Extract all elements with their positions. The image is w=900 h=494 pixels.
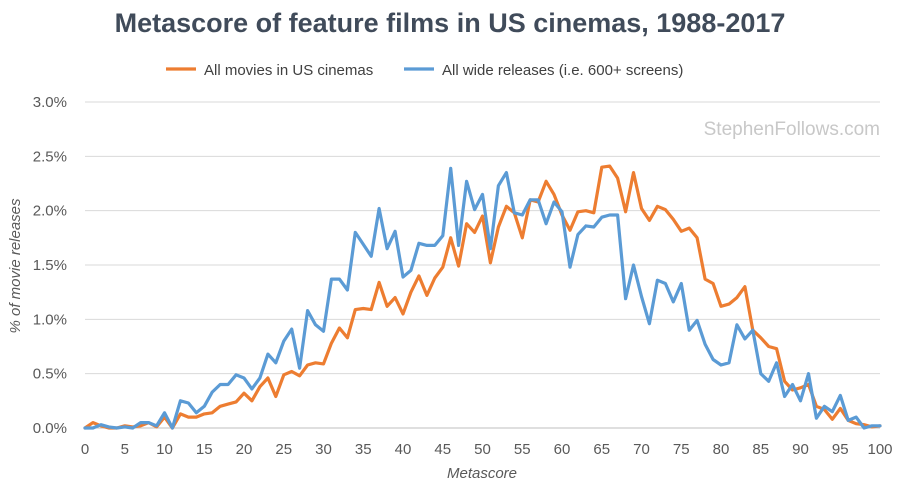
series-line-wide-releases <box>83 166 882 430</box>
x-tick-label: 100 <box>867 441 892 458</box>
x-tick-label: 55 <box>514 441 531 458</box>
x-tick-label: 95 <box>832 441 849 458</box>
y-tick-label: 3.0% <box>33 94 67 111</box>
x-tick-label: 90 <box>792 441 809 458</box>
gridlines <box>85 101 880 429</box>
x-tick-label: 25 <box>275 441 292 458</box>
x-tick-label: 70 <box>633 441 650 458</box>
y-tick-label: 2.0% <box>33 203 67 220</box>
y-tick-label: 0.0% <box>33 420 67 437</box>
y-axis-title: % of movie releases <box>7 198 24 334</box>
x-tick-label: 0 <box>81 441 89 458</box>
x-tick-label: 5 <box>121 441 129 458</box>
legend-label-all-movies: All movies in US cinemas <box>204 62 373 79</box>
x-tick-label: 75 <box>673 441 690 458</box>
legend: All movies in US cinemas All wide releas… <box>166 62 683 79</box>
x-tick-label: 45 <box>434 441 451 458</box>
x-tick-label: 30 <box>315 441 332 458</box>
x-tick-label: 40 <box>395 441 412 458</box>
y-axis-ticks: 0.0% 0.5% 1.0% 1.5% 2.0% 2.5% 3.0% <box>33 94 67 437</box>
legend-label-wide-releases: All wide releases (i.e. 600+ screens) <box>442 62 683 79</box>
x-tick-label: 35 <box>355 441 372 458</box>
watermark: StephenFollows.com <box>704 119 880 140</box>
y-tick-label: 1.5% <box>33 257 67 274</box>
y-tick-label: 0.5% <box>33 366 67 383</box>
x-tick-label: 80 <box>713 441 730 458</box>
x-tick-label: 20 <box>236 441 253 458</box>
x-tick-label: 60 <box>554 441 571 458</box>
x-axis-ticks: 0 5 10 15 20 25 30 35 40 45 50 55 60 65 70 75 80 85 90 95 10… <box>81 441 893 458</box>
series-line-all-movies <box>83 164 882 430</box>
x-axis-title: Metascore <box>447 465 517 482</box>
x-tick-label: 15 <box>196 441 213 458</box>
x-tick-label: 85 <box>752 441 769 458</box>
x-tick-label: 10 <box>156 441 173 458</box>
x-tick-label: 50 <box>474 441 491 458</box>
chart-title: Metascore of feature films in US cinemas… <box>115 8 786 38</box>
y-tick-label: 1.0% <box>33 311 67 328</box>
x-tick-label: 65 <box>593 441 610 458</box>
series-group <box>83 164 882 430</box>
y-tick-label: 2.5% <box>33 148 67 165</box>
